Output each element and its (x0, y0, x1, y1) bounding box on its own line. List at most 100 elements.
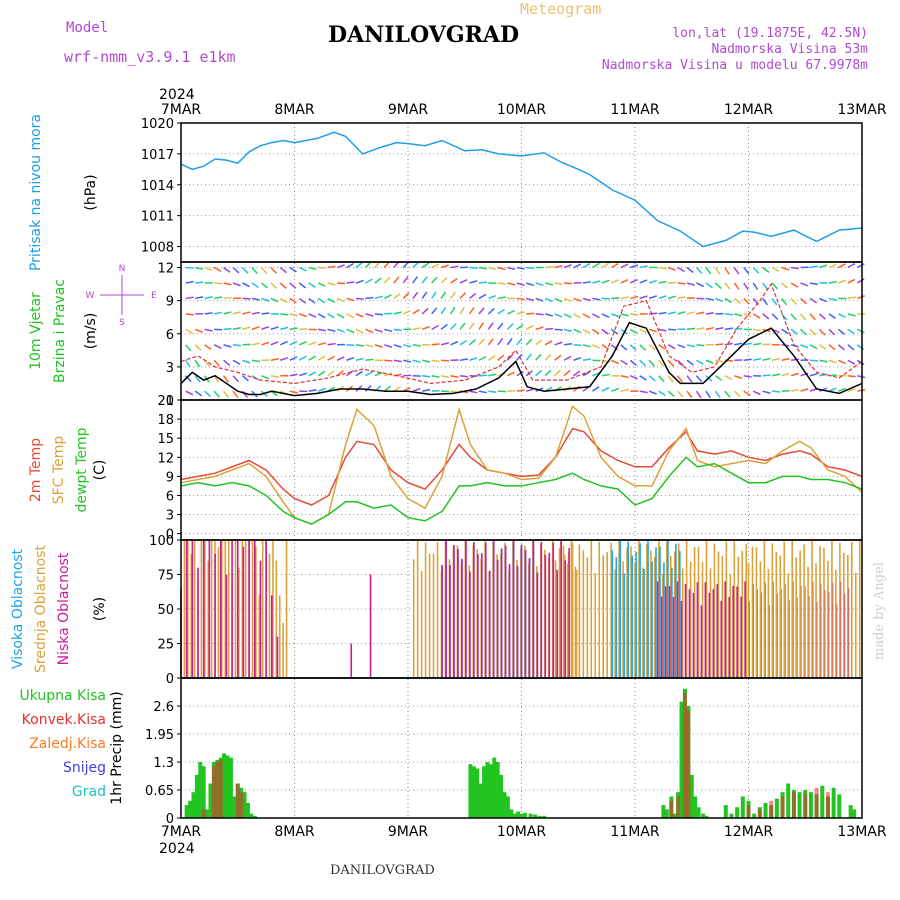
y-axis-label: (C) (92, 460, 108, 481)
wind-vector (753, 357, 762, 361)
wind-vector (630, 313, 639, 316)
precip_total-bar (537, 815, 542, 818)
wind-vector (676, 375, 683, 383)
y-tick-label: 50 (157, 603, 174, 618)
wind-vector (714, 282, 722, 290)
wind-vector (346, 344, 355, 347)
wind-vector (582, 328, 591, 334)
wind-vector (724, 297, 733, 304)
precip_total-bar (672, 813, 677, 818)
wind-vector (185, 280, 194, 284)
y-tick-label: 1020 (141, 117, 174, 132)
wind-vector (658, 328, 667, 332)
wind-vector (563, 343, 573, 346)
wind-vector (818, 328, 826, 336)
x-tick-label-top: 8MAR (274, 102, 315, 118)
wind-vector (421, 262, 430, 269)
year-label-bottom: 2024 (159, 841, 195, 857)
wind-vector (298, 266, 307, 272)
wind-vector (667, 359, 675, 367)
y-tick-label: 1.3 (153, 756, 174, 771)
wind-vector (790, 358, 800, 362)
wind-vector (346, 262, 354, 269)
wind-vector (365, 313, 374, 317)
wind-vector (743, 342, 752, 346)
wind-vector (185, 328, 194, 335)
wind-vector (450, 374, 459, 378)
wind-vector (762, 343, 771, 346)
wind-vector (355, 357, 364, 361)
y-tick-label: 3 (166, 509, 174, 524)
wind-vector (185, 296, 194, 300)
y-axis-label: Srednja Oblacnost (33, 545, 49, 673)
wind-vector (440, 323, 448, 330)
wind-vector (677, 266, 685, 273)
wind-vector (232, 359, 241, 365)
wind-vector (847, 313, 856, 317)
wind-vector (658, 390, 666, 397)
wind-vector (828, 344, 836, 351)
wind-vector (478, 390, 487, 394)
x-axis-bottom: 7MAR 8MAR 9MAR 10MAR 11MAR 12MAR 13MAR 2024 (159, 824, 887, 857)
wind-vector (270, 326, 279, 331)
wind-vector (847, 296, 856, 300)
wind-vector (686, 266, 694, 274)
wind-vector (639, 344, 647, 351)
wind-vector (535, 282, 544, 287)
wind-vector (677, 311, 686, 315)
wind-vector (497, 322, 504, 330)
wind-vector (412, 344, 421, 347)
wind-vector (251, 267, 258, 275)
precip_total-bar (808, 792, 813, 818)
wind-vector (506, 354, 514, 361)
precip_total-bar (509, 809, 514, 818)
wind-vector (213, 390, 220, 398)
wind-vector (658, 280, 667, 284)
wind-vector (317, 355, 326, 361)
credit-label: made by Angel (872, 562, 887, 660)
wind-vector (450, 277, 458, 284)
wind-vector (383, 276, 391, 284)
wind-vector (847, 374, 856, 378)
wind-vector (828, 297, 837, 301)
wind-vector (734, 342, 743, 346)
wind-vector (752, 266, 760, 274)
wind-vector (412, 276, 419, 284)
wind-vector (667, 266, 676, 271)
wind-vector (809, 313, 816, 321)
precip_total-bar (522, 812, 527, 818)
precip_total-bar (492, 757, 497, 818)
wind-vector (402, 309, 411, 315)
wind-vector (601, 279, 610, 284)
precip_total-bar (774, 798, 779, 818)
wind-vector (762, 297, 769, 306)
wind-vector (242, 359, 251, 364)
wind-vector (620, 263, 629, 269)
wind-vector (743, 358, 752, 361)
wind-vector (630, 295, 639, 300)
wind-vector (298, 355, 307, 361)
wind-vector (781, 372, 790, 377)
wind-vector (838, 387, 847, 392)
wind-vector (336, 264, 345, 269)
wind-vector (440, 291, 447, 299)
wind-vector (790, 372, 799, 377)
wind-vector (251, 359, 260, 363)
wind-vector (544, 354, 552, 361)
x-tick-label-top: 13MAR (837, 102, 886, 118)
wind-vector (327, 355, 335, 361)
wind-vector (468, 322, 475, 330)
wind-vector (837, 328, 845, 336)
wind-vector (611, 279, 620, 284)
wind-vector (790, 282, 799, 288)
wind-vector (629, 328, 638, 335)
year-label-top: 2024 (159, 87, 195, 103)
y-tick-label: 25 (157, 638, 174, 653)
precip_total-bar (763, 802, 768, 818)
y-tick-label: 1014 (141, 179, 174, 194)
wind-vector (289, 266, 297, 273)
wind-vector (856, 263, 865, 269)
wind-vector (535, 339, 543, 346)
wind-vector (818, 313, 826, 320)
wind-vector (506, 337, 513, 346)
